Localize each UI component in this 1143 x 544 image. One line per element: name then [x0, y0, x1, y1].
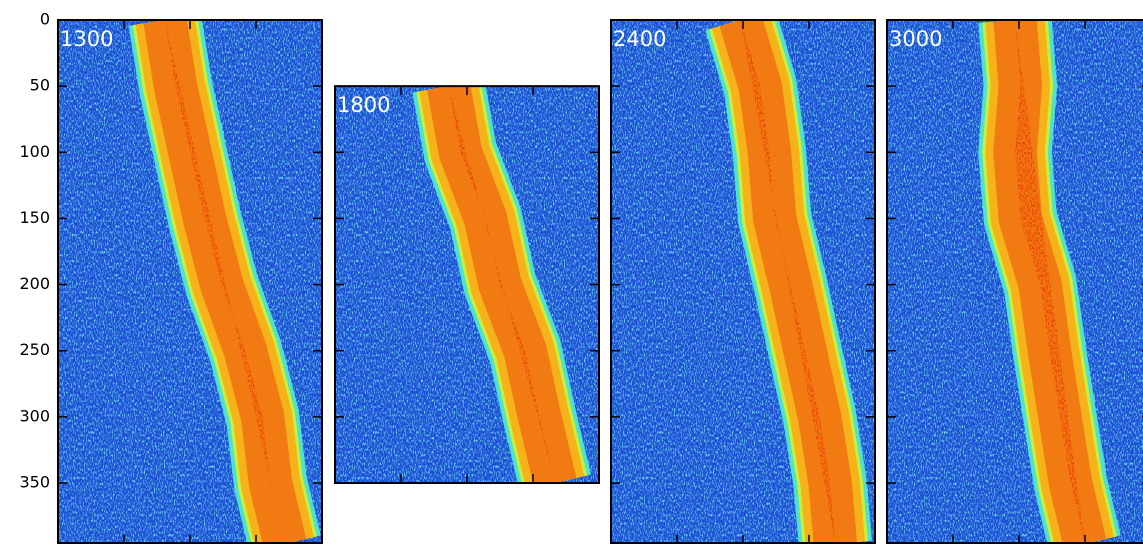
y-tick-label: 350: [19, 473, 50, 492]
y-tick-label: 250: [19, 340, 50, 359]
panel: 3000: [886, 19, 1143, 544]
y-tick-label: 200: [19, 274, 50, 293]
frame: [610, 19, 876, 544]
panel-label: 3000: [889, 27, 942, 51]
panel-label: 1800: [337, 93, 390, 117]
panel-image: [335, 86, 599, 484]
y-tick-label: 150: [19, 208, 50, 227]
panel: 0 50 100 150 200 250 300 350 1300: [19, 10, 323, 544]
y-tick-label: 0: [40, 10, 50, 29]
panel: 2400: [610, 19, 876, 544]
panel-image: [58, 20, 322, 544]
y-tick-label: 300: [19, 406, 50, 425]
panel-image: [611, 20, 875, 544]
frame: [886, 19, 1143, 544]
panel: 1800: [334, 85, 600, 485]
y-tick-label: 100: [19, 142, 50, 161]
y-tick-label: 50: [30, 76, 50, 95]
panel-label: 1300: [60, 27, 113, 51]
frame: [57, 19, 323, 544]
panel-image: [887, 20, 1143, 544]
frame: [334, 85, 600, 485]
panel-label: 2400: [613, 27, 666, 51]
